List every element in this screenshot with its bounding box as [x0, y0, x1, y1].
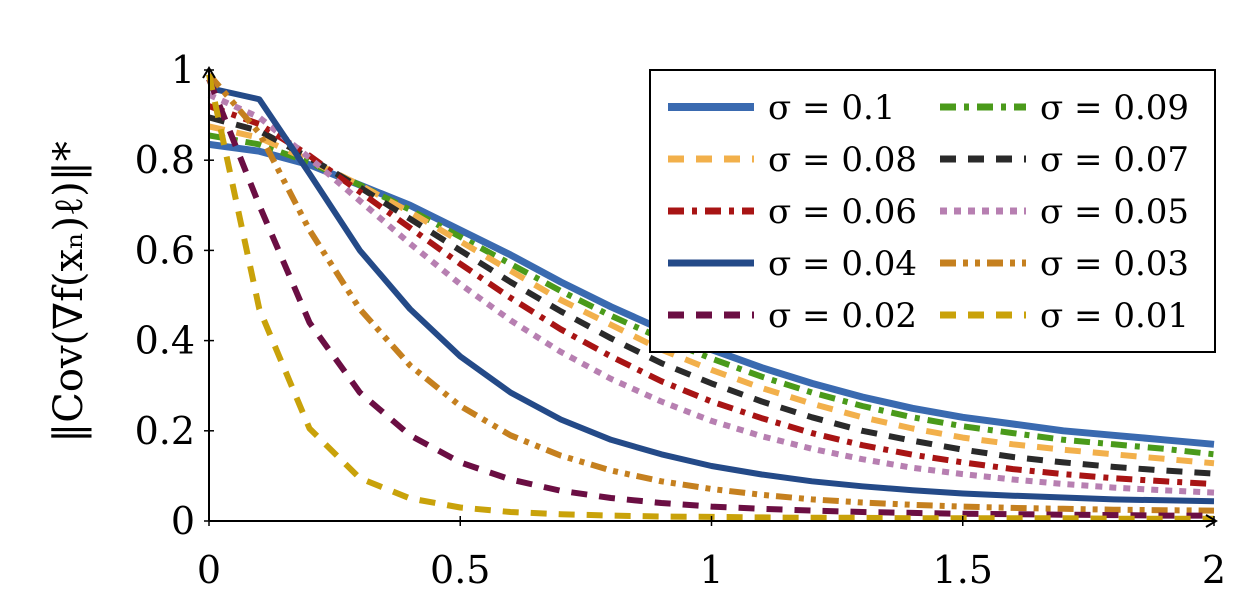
legend-label: σ = 0.09 — [1040, 88, 1189, 128]
legend: σ = 0.1 σ = 0.09 σ = 0.08 σ = 0.07 σ = 0.06 σ… — [649, 69, 1216, 353]
y-tick-label: 0.6 — [135, 228, 195, 272]
series-layer — [206, 72, 1215, 522]
legend-label: σ = 0.02 — [768, 296, 917, 336]
y-tick-label: 0.8 — [135, 138, 195, 182]
y-axis-arrow — [202, 66, 216, 79]
series-line-0.09 — [208, 132, 1215, 458]
ticks-layer: 0 0.5 1 1.5 2 0 0.2 0.4 0.6 0.8 1 — [135, 48, 1227, 592]
y-tick-label: 1 — [171, 48, 195, 92]
y-axis-label-text: ‖Cov(∇f(xₙ)ℓ)‖* — [46, 141, 92, 442]
series-line-0.07 — [208, 114, 1215, 477]
series-line-0.06 — [207, 103, 1215, 487]
series-line-0.04 — [208, 85, 1215, 505]
y-axis-label: ‖Cov(∇f(xₙ)ℓ)‖* — [46, 141, 92, 442]
y-tick-label: 0.2 — [135, 409, 195, 453]
legend-label: σ = 0.05 — [1040, 192, 1189, 232]
x-tick-label: 0.5 — [430, 548, 490, 592]
series-line-0.05 — [207, 92, 1215, 496]
legend-label: σ = 0.04 — [768, 244, 917, 284]
series-line-0.03 — [206, 72, 1215, 514]
x-tick-label: 1 — [699, 548, 723, 592]
x-tick-label: 2 — [1202, 548, 1226, 592]
y-tick-label: 0.4 — [135, 319, 195, 363]
series-line-0.08 — [208, 123, 1215, 467]
axes-layer — [202, 66, 1218, 528]
legend-label: σ = 0.03 — [1040, 244, 1189, 284]
legend-label: σ = 0.08 — [768, 140, 917, 180]
x-tick-label: 1.5 — [933, 548, 993, 592]
series-line-0.02 — [206, 77, 1214, 519]
y-tick-label: 0 — [171, 499, 195, 543]
legend-label: σ = 0.1 — [768, 88, 895, 128]
x-axis-arrow — [1205, 514, 1218, 528]
x-tick-label: 0 — [197, 548, 221, 592]
legend-label: σ = 0.07 — [1040, 140, 1189, 180]
legend-label: σ = 0.06 — [768, 192, 917, 232]
legend-label: σ = 0.01 — [1040, 296, 1189, 336]
